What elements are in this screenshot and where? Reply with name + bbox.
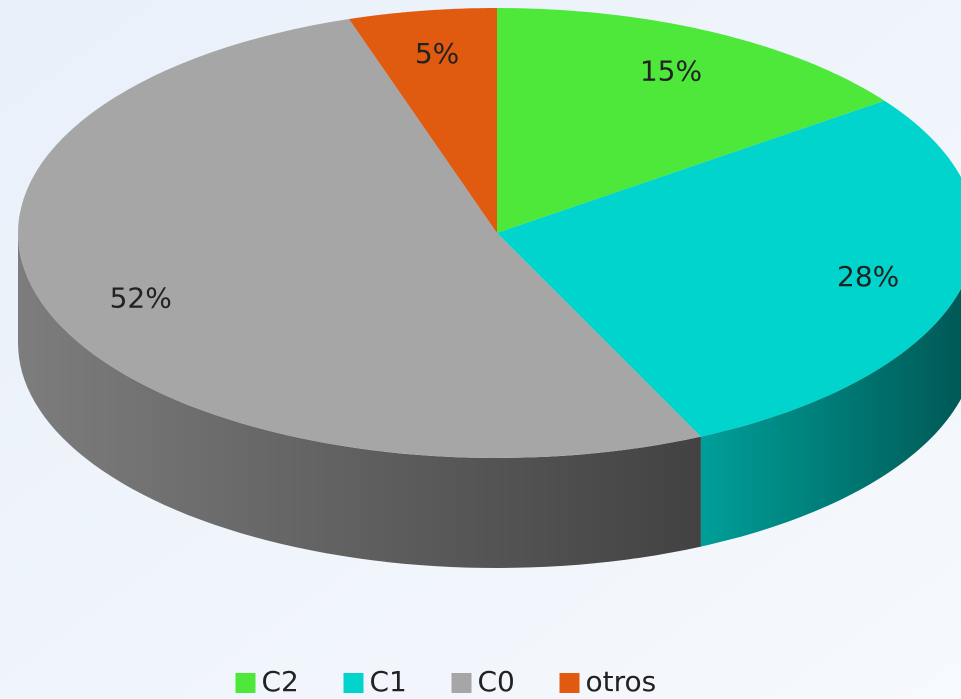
- value-label: 28%: [837, 260, 899, 293]
- pie-slice: [497, 100, 961, 437]
- legend-label: C1: [370, 665, 407, 698]
- legend-label: C0: [478, 665, 515, 698]
- legend-swatch: [451, 673, 472, 693]
- pie-side: [18, 233, 701, 568]
- value-label: 5%: [415, 37, 459, 70]
- legend-swatch: [343, 673, 364, 693]
- pie-side: [700, 288, 961, 547]
- legend-label: otros: [586, 665, 657, 698]
- value-label: 52%: [110, 281, 172, 314]
- value-label: 15%: [640, 55, 702, 88]
- legend-swatch: [235, 673, 256, 693]
- pie-slice: [497, 8, 885, 233]
- legend-label: C2: [262, 665, 299, 698]
- pie-slice: [18, 19, 701, 458]
- pie-slice: [349, 8, 497, 233]
- legend-swatch: [559, 673, 580, 693]
